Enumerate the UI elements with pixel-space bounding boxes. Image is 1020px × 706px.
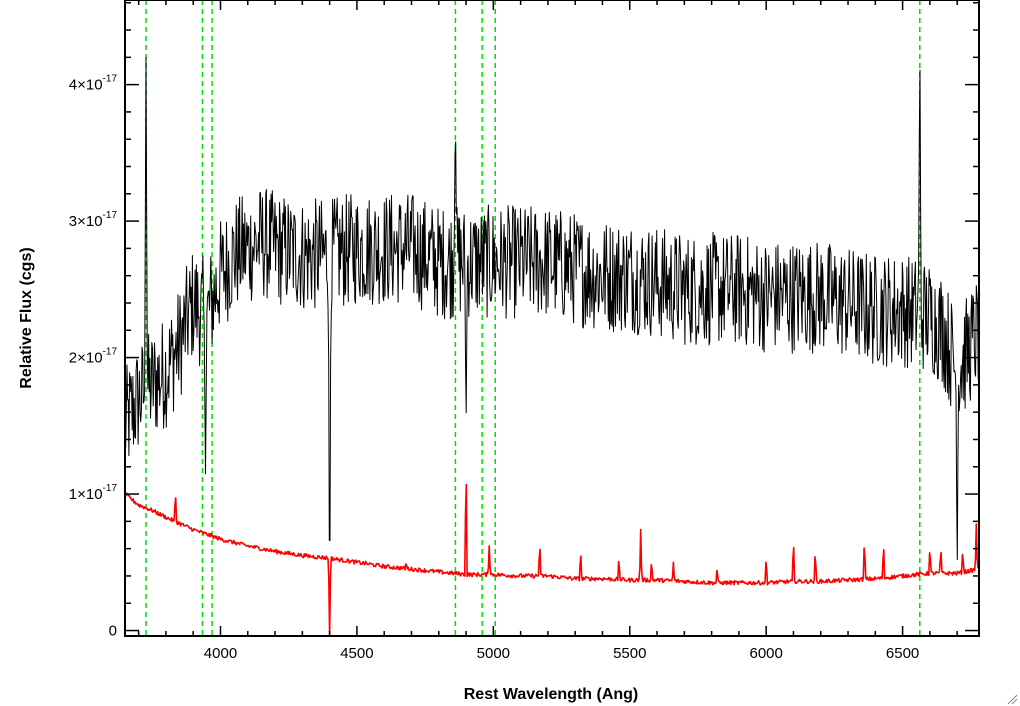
x-tick-label-3: 5500 bbox=[613, 645, 646, 662]
series-group bbox=[125, 57, 979, 636]
x-tick-label-2: 5000 bbox=[477, 645, 510, 662]
series-line-0 bbox=[125, 57, 979, 561]
plot-border bbox=[124, 0, 980, 637]
y-tick-label-2: 2×10-17 bbox=[69, 347, 118, 367]
x-tick-label-4: 6000 bbox=[749, 645, 782, 662]
plot-frame bbox=[124, 0, 980, 637]
y-tick-label-0: 0 bbox=[109, 623, 117, 640]
emission-line-markers bbox=[145, 0, 921, 636]
series-line-1 bbox=[125, 483, 979, 636]
y-tick-label-3: 3×10-17 bbox=[69, 210, 118, 230]
x-tick-label-1: 4500 bbox=[340, 645, 373, 662]
y-tick-label-4: 4×10-17 bbox=[69, 74, 118, 94]
x-tick-label-0: 4000 bbox=[204, 645, 237, 662]
y-tick-label-1: 1×10-17 bbox=[69, 483, 118, 503]
x-axis: 4000 4500 5000 5500 6000 6500 bbox=[137, 0, 958, 662]
y-axis-title: Relative Flux (cgs) bbox=[18, 247, 35, 388]
x-axis-title: Rest Wavelength (Ang) bbox=[464, 686, 639, 703]
resize-grip-icon[interactable] bbox=[1007, 694, 1018, 705]
y-axis: 0 1×10-17 2×10-17 3×10-17 4×10-17 bbox=[69, 1, 979, 640]
x-tick-label-5: 6500 bbox=[886, 645, 919, 662]
